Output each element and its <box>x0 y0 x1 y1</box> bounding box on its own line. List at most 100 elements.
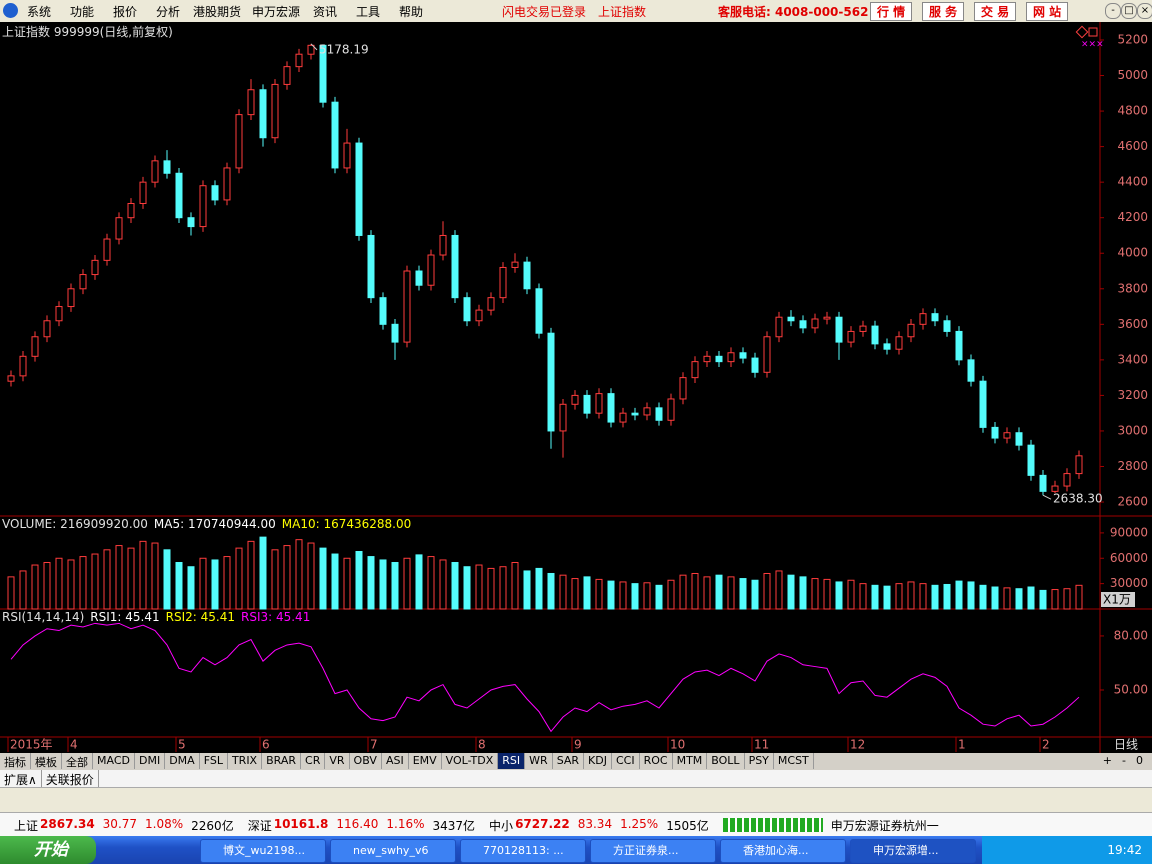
indicator-tab[interactable]: KDJ <box>584 753 612 769</box>
login-status: 闪电交易已登录 <box>502 5 587 19</box>
panel-icon[interactable] <box>1075 25 1089 39</box>
candle-body <box>511 261 519 268</box>
volume-bar <box>127 547 135 610</box>
menu-item[interactable]: 系统 <box>27 5 52 19</box>
candle-body <box>979 380 987 428</box>
indicator-tab[interactable]: MACD <box>93 753 135 769</box>
window-button[interactable]: × <box>1137 3 1152 19</box>
top-button[interactable]: 服 务 <box>922 2 965 21</box>
task-button[interactable]: new_swhy_v6 <box>330 839 456 863</box>
y-tick-label: 3400 <box>1117 352 1148 366</box>
top-button[interactable]: 网 站 <box>1026 2 1069 21</box>
indicator-tab[interactable]: RSI <box>498 753 526 769</box>
indicator-tab[interactable]: VR <box>325 753 350 769</box>
panel-legend: 上证指数 999999(日线,前复权) <box>2 24 173 39</box>
candle-body <box>595 393 603 414</box>
menu-item[interactable]: 申万宏源 <box>252 5 301 19</box>
unit-label: X1万 <box>1103 593 1131 607</box>
sub-tab[interactable]: 扩展∧ <box>0 770 42 787</box>
volume-bar <box>763 572 771 610</box>
candle-body <box>151 160 159 183</box>
zoom-button[interactable]: - <box>1122 754 1126 767</box>
taskbar: 开始 19:42 博文_wu2198... new_swhy_v6 77012811… <box>0 836 1152 864</box>
candle-body <box>1003 432 1011 439</box>
task-button[interactable]: 香港加心海... <box>720 839 846 863</box>
candle-body <box>1027 444 1035 476</box>
candle-body <box>463 297 471 322</box>
indicator-tab[interactable]: ROC <box>640 753 673 769</box>
candle-body <box>67 288 75 308</box>
indicator-tab[interactable]: BOLL <box>707 753 745 769</box>
volume-bar <box>223 556 231 610</box>
index-amount: 1505亿 <box>666 818 709 833</box>
volume-bar <box>115 545 123 610</box>
index-value: 10161.8 <box>273 816 329 831</box>
volume-bar <box>943 583 951 610</box>
window-button[interactable]: □ <box>1121 3 1137 19</box>
volume-bar <box>379 559 387 610</box>
indicator-tab[interactable]: CCI <box>612 753 640 769</box>
index-quote: 上证 2867.34 30.77 1.08% 2260亿 <box>14 817 234 834</box>
volume-bar <box>259 536 267 610</box>
indicator-tab[interactable]: 指标 <box>0 753 31 769</box>
volume-bar <box>895 583 903 610</box>
y-tick-label: 2800 <box>1117 459 1148 473</box>
menu-item[interactable]: 资讯 <box>313 5 338 19</box>
menu-item[interactable]: 港股期货 <box>193 5 242 19</box>
start-button[interactable]: 开始 <box>0 836 96 864</box>
indicator-tab[interactable]: TRIX <box>228 753 263 769</box>
volume-bar <box>955 580 963 610</box>
zoom-button[interactable]: + <box>1102 754 1113 767</box>
indicator-tab[interactable]: EMV <box>409 753 442 769</box>
window-button[interactable]: - <box>1105 3 1121 19</box>
menu-item[interactable]: 帮助 <box>399 5 424 19</box>
indicator-tab[interactable]: PSY <box>745 753 774 769</box>
index-name: 中小 <box>489 818 514 833</box>
indicator-tab[interactable]: SAR <box>553 753 585 769</box>
volume-bar <box>523 570 531 610</box>
x-tick-label: 7 <box>370 738 378 752</box>
candle-body <box>775 316 783 338</box>
indicator-tab[interactable]: OBV <box>350 753 382 769</box>
volume-bar <box>187 566 195 610</box>
indicator-tab[interactable]: 全部 <box>62 753 93 769</box>
task-button[interactable]: 申万宏源增... <box>850 839 976 863</box>
x-tick-label: 2015年 <box>10 738 53 752</box>
volume-bar <box>391 561 399 610</box>
top-button[interactable]: 交 易 <box>974 2 1017 21</box>
candle-body <box>367 234 375 299</box>
panel-icon[interactable]: ××× <box>1081 40 1104 50</box>
candle-body <box>715 355 723 363</box>
indicator-tab[interactable]: MCST <box>774 753 814 769</box>
candle-body <box>967 359 975 382</box>
indicator-tab[interactable]: VOL-TDX <box>442 753 499 769</box>
menu-item[interactable]: 报价 <box>113 5 138 19</box>
volume-bar <box>739 578 747 610</box>
indicator-tab[interactable]: DMA <box>165 753 200 769</box>
sub-tab[interactable]: 关联报价 <box>42 770 99 787</box>
indicator-tab[interactable]: DMI <box>135 753 166 769</box>
panel-icon[interactable] <box>1088 27 1098 37</box>
menu-item[interactable]: 功能 <box>70 5 95 19</box>
indicator-tab[interactable]: ASI <box>382 753 409 769</box>
volume-bar <box>811 578 819 610</box>
indicator-tab[interactable]: 模板 <box>31 753 62 769</box>
indicator-tab[interactable]: CR <box>301 753 326 769</box>
task-button[interactable]: 方正证券泉... <box>590 839 716 863</box>
index-link[interactable]: 上证指数 <box>598 5 647 19</box>
top-button[interactable]: 行 情 <box>870 2 913 21</box>
candle-body <box>499 266 507 299</box>
task-button[interactable]: 博文_wu2198... <box>200 839 326 863</box>
zoom-button[interactable]: 0 <box>1136 754 1143 767</box>
indicator-tab[interactable]: WR <box>525 753 553 769</box>
volume-bar <box>463 566 471 610</box>
volume-bar <box>787 574 795 610</box>
indicator-tab[interactable]: MTM <box>673 753 708 769</box>
legend-entry: RSI2: 45.41 <box>166 610 235 624</box>
indicator-tab[interactable]: FSL <box>200 753 228 769</box>
indicator-tab[interactable]: BRAR <box>262 753 302 769</box>
menu-item[interactable]: 分析 <box>156 5 181 19</box>
menu-item[interactable]: 工具 <box>356 5 381 19</box>
task-button[interactable]: 770128113: ... <box>460 839 586 863</box>
volume-bar <box>679 574 687 610</box>
